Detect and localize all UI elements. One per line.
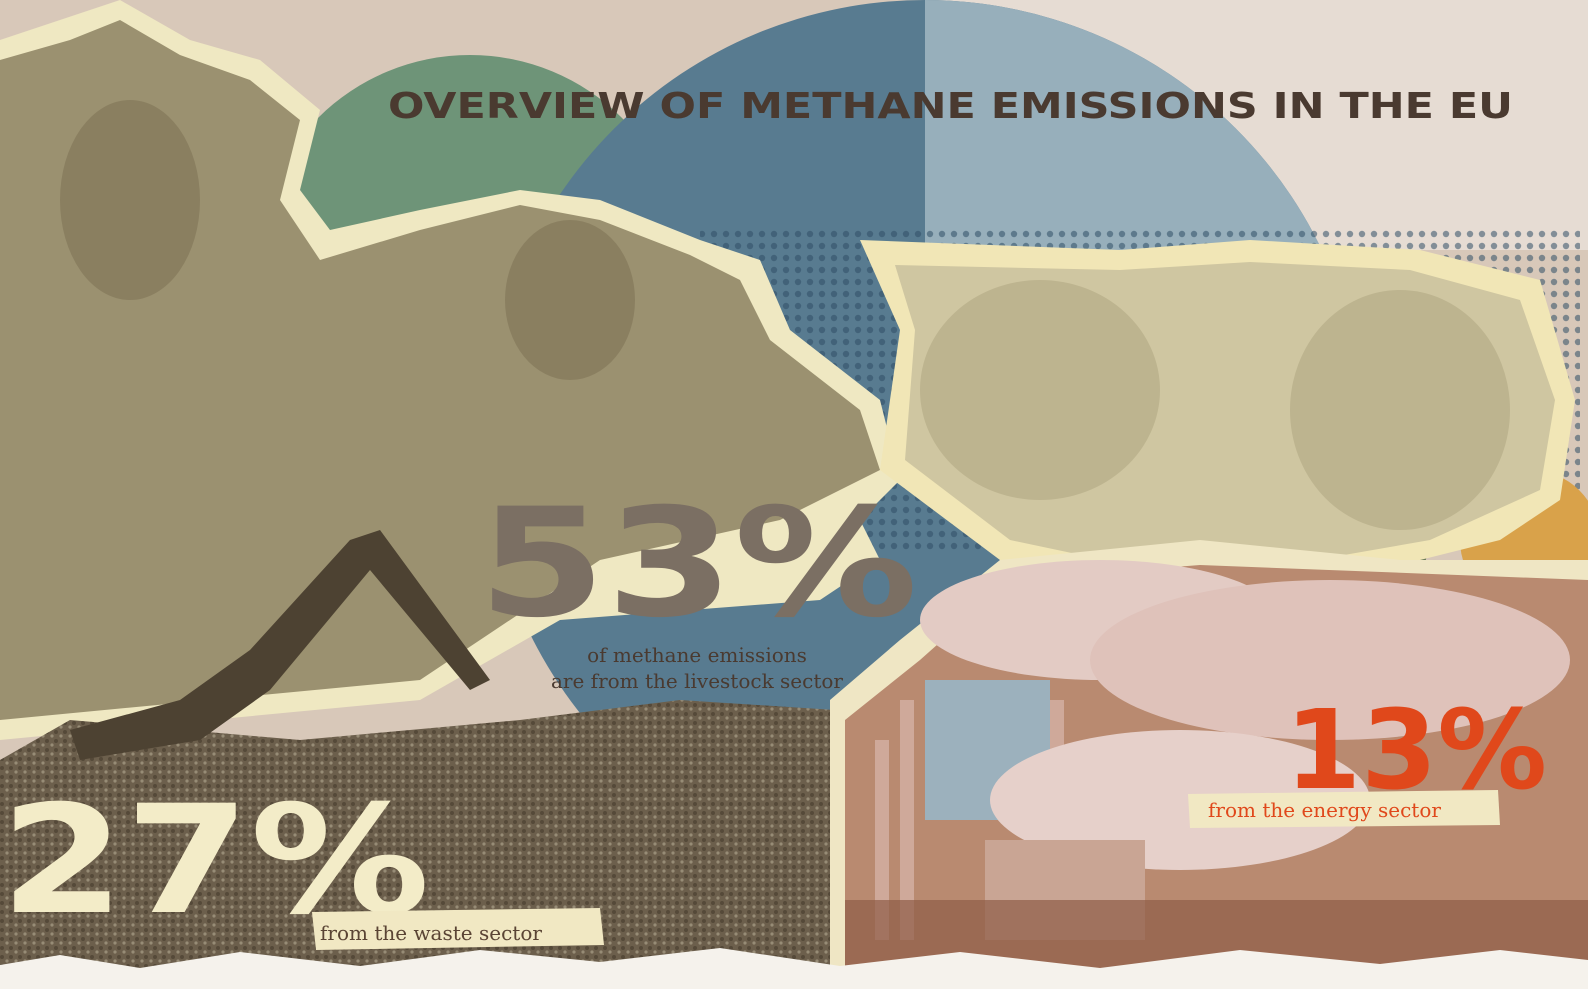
title: OVERVIEW OF METHANE EMISSIONS IN THE EU: [388, 86, 1513, 127]
cow-head: [60, 100, 200, 300]
cow-head: [920, 280, 1160, 500]
stat-caption: of methane emissions: [587, 643, 807, 667]
cow-head: [1290, 290, 1510, 530]
stat-caption: from the energy sector: [1208, 798, 1441, 822]
stat-value: 53%: [478, 477, 918, 651]
page: OVERVIEW OF METHANE EMISSIONS IN THE EU …: [0, 0, 1588, 989]
stat-caption: are from the livestock sector: [551, 669, 843, 693]
stat-caption: from the waste sector: [320, 921, 542, 945]
cow-head: [505, 220, 635, 380]
infographic: OVERVIEW OF METHANE EMISSIONS IN THE EU …: [0, 0, 1588, 989]
